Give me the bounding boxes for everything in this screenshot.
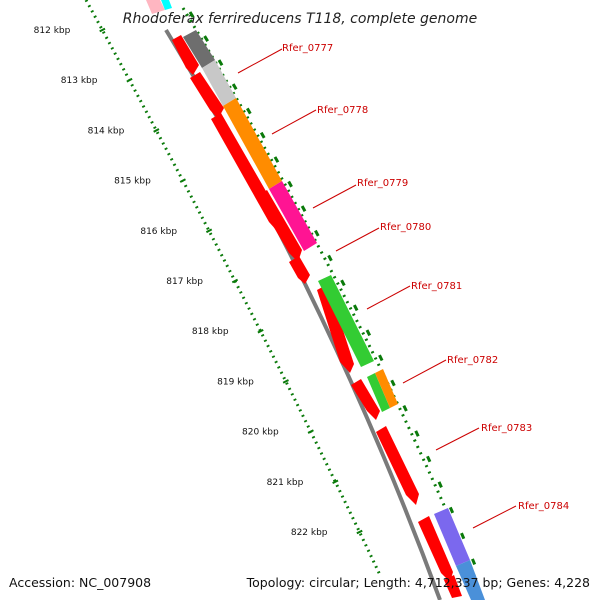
gene-label: Rfer_0781 [411,281,462,292]
gene-label: Rfer_0779 [357,178,408,189]
callout-line [435,427,480,451]
gene-arrow-reverse [351,379,380,420]
accession-text: Accession: NC_007908 [9,575,151,590]
gene-segment-green [318,275,374,367]
ruler-tick-mark [153,128,160,133]
gene-segment-magenta [269,181,317,251]
gene-segment-pink [146,0,165,14]
ruler-tick-label: 812 kbp [34,26,71,36]
ruler-tick-mark [282,379,289,384]
gene-label: Rfer_0780 [380,222,431,233]
gene-arrow-reverse [289,256,310,284]
reverse-strand-genes [172,35,462,598]
callout-line [366,285,411,310]
gene-arrow-reverse [256,190,302,262]
gene-label: Rfer_0784 [518,501,569,512]
ruler-tick-label: 821 kbp [267,478,304,488]
ruler-dotted-line [84,0,382,576]
gene-arrow-reverse [190,72,224,119]
ruler-tick-mark [356,529,363,535]
ruler-tick-mark [205,228,213,234]
callout-line [312,184,357,209]
gene-segment-green-small [367,373,390,412]
callout-line [271,109,317,135]
ruler-tick-mark [99,27,106,33]
scale-ruler [84,0,382,576]
gene-arrow-reverse [172,35,199,75]
gene-label: Rfer_0777 [282,43,333,54]
ruler-tick-label: 817 kbp [166,277,203,287]
ruler-tick-label: 820 kbp [242,428,279,438]
ruler-tick-label: 816 kbp [140,227,177,237]
gene-segment-orange-small [375,369,398,408]
ruler-tick-label: 822 kbp [291,528,328,538]
gene-callouts: Rfer_0777 Rfer_0778 Rfer_0779 Rfer_0780 … [237,43,569,529]
ruler-tick-mark [179,178,186,183]
gene-label: Rfer_0782 [447,355,498,366]
genome-backbone [164,28,442,600]
map-title: Rhodoferax ferrireducens T118, complete … [123,11,477,27]
gene-segment-gray-dark [183,30,215,68]
gene-label: Rfer_0778 [317,105,368,116]
gene-arrow-reverse [376,426,419,505]
callout-line [335,227,380,252]
callout-line [402,359,447,384]
gene-segment-blue [456,560,485,600]
forward-strand-genes [146,0,485,600]
gene-segment-purple [434,508,470,566]
ruler-tick-mark [257,328,264,334]
gene-label: Rfer_0783 [481,423,532,434]
ruler-tick-label: 819 kbp [217,377,254,387]
ruler-tick-label: 818 kbp [192,327,229,337]
ruler-tick-label: 814 kbp [88,126,125,136]
gene-arrow-reverse [317,284,354,373]
callout-line [472,505,517,529]
genome-stats-text: Topology: circular; Length: 4,712,337 bp… [246,575,590,590]
gene-arrow-reverse [444,575,462,598]
gene-segment-orange [223,98,282,189]
callout-line [237,48,283,74]
gene-arrow-reverse [418,516,453,582]
ruler-tick-mark [126,77,133,83]
ruler-tick-mark [332,479,339,485]
ruler-tick-label: 813 kbp [61,76,98,86]
ruler-tick-mark [231,278,239,284]
ruler-tick-label: 815 kbp [114,177,151,187]
ruler-tick-mark [307,429,314,434]
gene-segment-gray-light [202,60,236,106]
ruler-tick-labels: 812 kbp 813 kbp 814 kbp 815 kbp 816 kbp 817 k… [34,26,328,538]
gene-segment-cyan [161,0,172,10]
